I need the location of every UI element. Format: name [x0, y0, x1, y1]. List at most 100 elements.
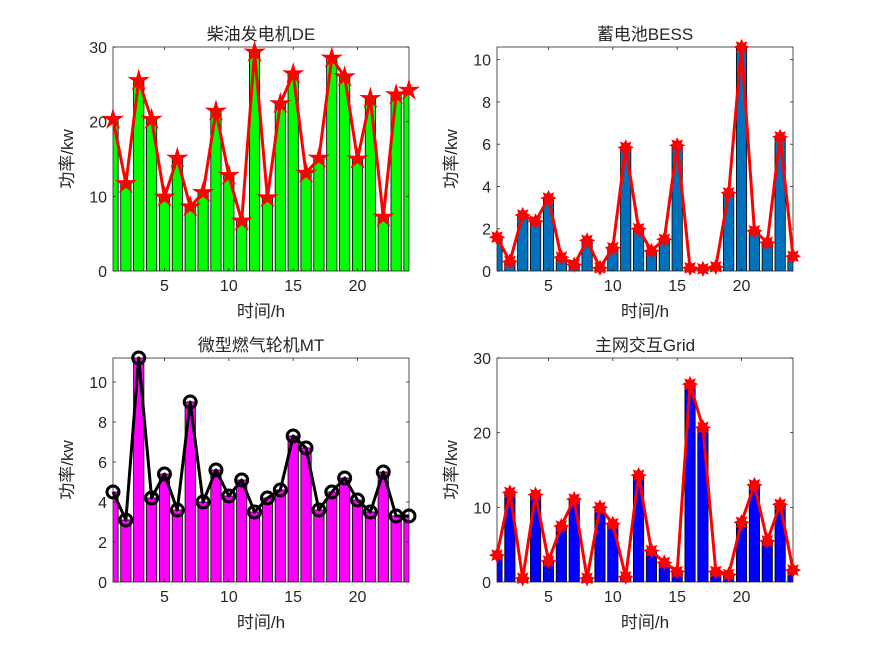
x-tick-label: 5 — [544, 589, 553, 606]
axes-background — [113, 358, 409, 582]
asterisk-marker — [488, 546, 506, 564]
asterisk-marker — [501, 484, 519, 501]
y-tick-label: 4 — [98, 495, 107, 512]
asterisk-marker — [759, 234, 776, 251]
star-marker — [217, 163, 241, 185]
star-marker — [320, 46, 344, 68]
x-tick-label: 10 — [220, 589, 238, 606]
y-tick-label: 30 — [473, 351, 491, 368]
star-marker — [127, 68, 150, 91]
circle-marker — [195, 494, 211, 510]
x-tick-label: 5 — [544, 278, 553, 295]
asterisk-marker — [771, 128, 789, 145]
asterisk-marker — [733, 38, 750, 56]
chart-title: 柴油发电机DE — [207, 25, 316, 44]
y-tick-label: 10 — [473, 53, 491, 70]
x-tick-label: 20 — [733, 589, 751, 606]
bar — [364, 511, 376, 582]
asterisk-marker — [784, 247, 802, 265]
bar — [287, 435, 299, 582]
star-marker — [307, 146, 331, 168]
x-axis-label: 时间/h — [237, 302, 285, 321]
series-line — [111, 50, 410, 223]
asterisk-marker — [681, 259, 699, 276]
bar — [497, 236, 503, 271]
y-tick-label: 0 — [482, 575, 491, 592]
asterisk-marker — [643, 542, 660, 559]
axes-box — [112, 357, 410, 583]
asterisk-marker — [771, 496, 789, 513]
x-tick-label: 10 — [604, 589, 622, 606]
asterisk-marker — [643, 242, 660, 260]
asterisk-marker — [617, 139, 634, 156]
x-axis-label: 时间/h — [621, 613, 669, 632]
bar — [249, 511, 261, 582]
y-tick-label: 20 — [473, 426, 491, 443]
bar — [171, 509, 183, 582]
circle-marker — [401, 508, 417, 524]
y-axis-label: 功率/kw — [442, 129, 461, 189]
chart-title: 微型燃气轮机MT — [198, 336, 325, 355]
star-marker — [372, 205, 395, 227]
y-tick-label: 0 — [482, 264, 491, 281]
circle-marker — [350, 492, 366, 508]
asterisk-marker — [720, 566, 737, 583]
star-marker — [101, 107, 125, 129]
circle-marker — [362, 504, 378, 520]
bar — [377, 216, 389, 271]
axes-box — [496, 46, 794, 272]
subplot-4: 5 10 15 20 0 10 20 30 主网交互Grid 时间/h 功率/kw — [442, 336, 802, 632]
circle-marker — [234, 472, 250, 488]
star-marker — [191, 180, 215, 203]
x-tick-label: 20 — [349, 278, 367, 295]
bar — [594, 506, 606, 582]
star-marker — [204, 99, 228, 121]
y-tick-label: 8 — [482, 95, 491, 112]
y-tick-label: 2 — [98, 535, 107, 552]
circle-marker — [105, 484, 121, 500]
asterisk-marker — [681, 375, 699, 393]
asterisk-marker — [553, 249, 570, 266]
bar — [184, 206, 196, 271]
star-marker — [282, 62, 305, 84]
y-tick-label: 8 — [98, 415, 107, 432]
asterisk-marker — [514, 570, 531, 587]
bar — [120, 183, 132, 271]
asterisk-marker — [566, 490, 583, 508]
bar — [113, 491, 119, 582]
bar — [197, 501, 209, 582]
bar — [158, 473, 171, 582]
asterisk-marker — [578, 570, 596, 587]
asterisk-marker — [591, 259, 609, 276]
y-tick-label: 10 — [89, 375, 107, 392]
asterisk-marker — [604, 515, 621, 532]
bar — [274, 489, 286, 582]
circle-marker — [337, 470, 353, 486]
circle-marker — [144, 490, 160, 506]
star-marker — [384, 82, 408, 105]
y-tick-label: 10 — [89, 189, 107, 206]
asterisk-marker — [591, 499, 609, 516]
bar — [223, 495, 235, 582]
bar — [697, 427, 709, 582]
circle-marker — [156, 466, 172, 482]
asterisk-marker — [733, 514, 750, 531]
x-tick-label: 5 — [160, 589, 169, 606]
x-tick-label: 15 — [284, 589, 302, 606]
asterisk-marker — [707, 258, 724, 276]
asterisk-marker — [527, 213, 544, 230]
star-marker — [178, 194, 202, 217]
x-tick-label: 15 — [668, 589, 686, 606]
bar — [158, 196, 171, 271]
bar — [568, 498, 580, 582]
asterisk-marker — [604, 239, 621, 256]
y-tick-label: 10 — [473, 500, 491, 517]
asterisk-marker — [746, 222, 763, 240]
chart-title: 蓄电池BESS — [597, 25, 693, 44]
asterisk-marker — [720, 184, 737, 201]
asterisk-marker — [617, 568, 634, 586]
x-tick-label: 10 — [604, 278, 622, 295]
asterisk-marker — [746, 476, 763, 494]
y-tick-label: 2 — [482, 222, 491, 239]
